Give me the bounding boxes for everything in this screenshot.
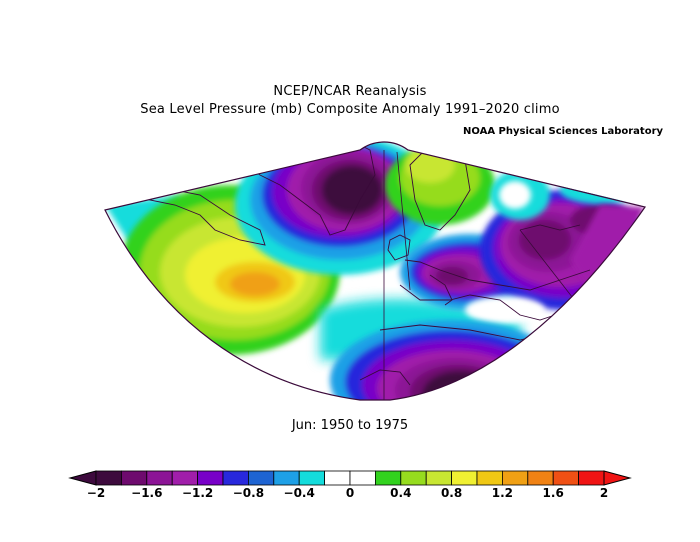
- colorbar-swatch: [451, 470, 478, 486]
- colorbar-swatch: [121, 470, 148, 486]
- colorbar-tick-label: 0.8: [440, 486, 463, 500]
- colorbar-swatch: [374, 470, 402, 486]
- colorbar-swatch: [501, 470, 529, 486]
- colorbar-tick-label: 0: [345, 486, 355, 500]
- colorbar-swatch: [197, 470, 224, 486]
- anomaly-field: [105, 142, 645, 400]
- colorbar-tick-label: 1.6: [542, 486, 564, 500]
- colorbar-swatch: [349, 470, 376, 486]
- colorbar-swatch: [146, 470, 173, 486]
- colorbar: [68, 470, 632, 486]
- colorbar-swatch: [171, 470, 198, 486]
- colorbar-arrow-low: [68, 470, 97, 486]
- colorbar-swatch: [298, 470, 326, 486]
- colorbar-tick-label: −1.6: [131, 486, 163, 500]
- colorbar-swatch: [400, 470, 427, 486]
- colorbar-swatch: [222, 470, 249, 486]
- colorbar-tick-label: −1.2: [181, 486, 214, 500]
- colorbar-tick-label: 2: [599, 486, 609, 500]
- colorbar-tick-label: −0.8: [232, 486, 265, 500]
- title-line-1: NCEP/NCAR Reanalysis: [273, 84, 427, 99]
- colorbar-swatch: [527, 470, 554, 486]
- colorbar-tick-label: −2: [86, 486, 106, 500]
- colorbar-swatch: [578, 470, 605, 486]
- colorbar-swatch: [324, 470, 351, 486]
- colorbar-arrow-high: [603, 470, 632, 486]
- title-line-2: Sea Level Pressure (mb) Composite Anomal…: [140, 102, 560, 117]
- colorbar-tick-label: −0.4: [283, 486, 315, 500]
- colorbar-swatch: [476, 470, 503, 486]
- positive-anomaly-scandinavia: [385, 145, 495, 225]
- colorbar-tick-label: 1.2: [491, 486, 514, 500]
- colorbar-swatch: [273, 470, 300, 486]
- colorbar-swatch: [425, 470, 453, 486]
- colorbar-swatch: [247, 470, 275, 486]
- map-frame: [104, 141, 646, 401]
- period-label: Jun: 1950 to 1975: [291, 418, 409, 433]
- colorbar-swatch: [95, 470, 122, 486]
- colorbar-swatch: [552, 470, 580, 486]
- credit-text: NOAA Physical Sciences Laboratory: [463, 126, 664, 137]
- colorbar-tick-label: 0.4: [390, 486, 412, 500]
